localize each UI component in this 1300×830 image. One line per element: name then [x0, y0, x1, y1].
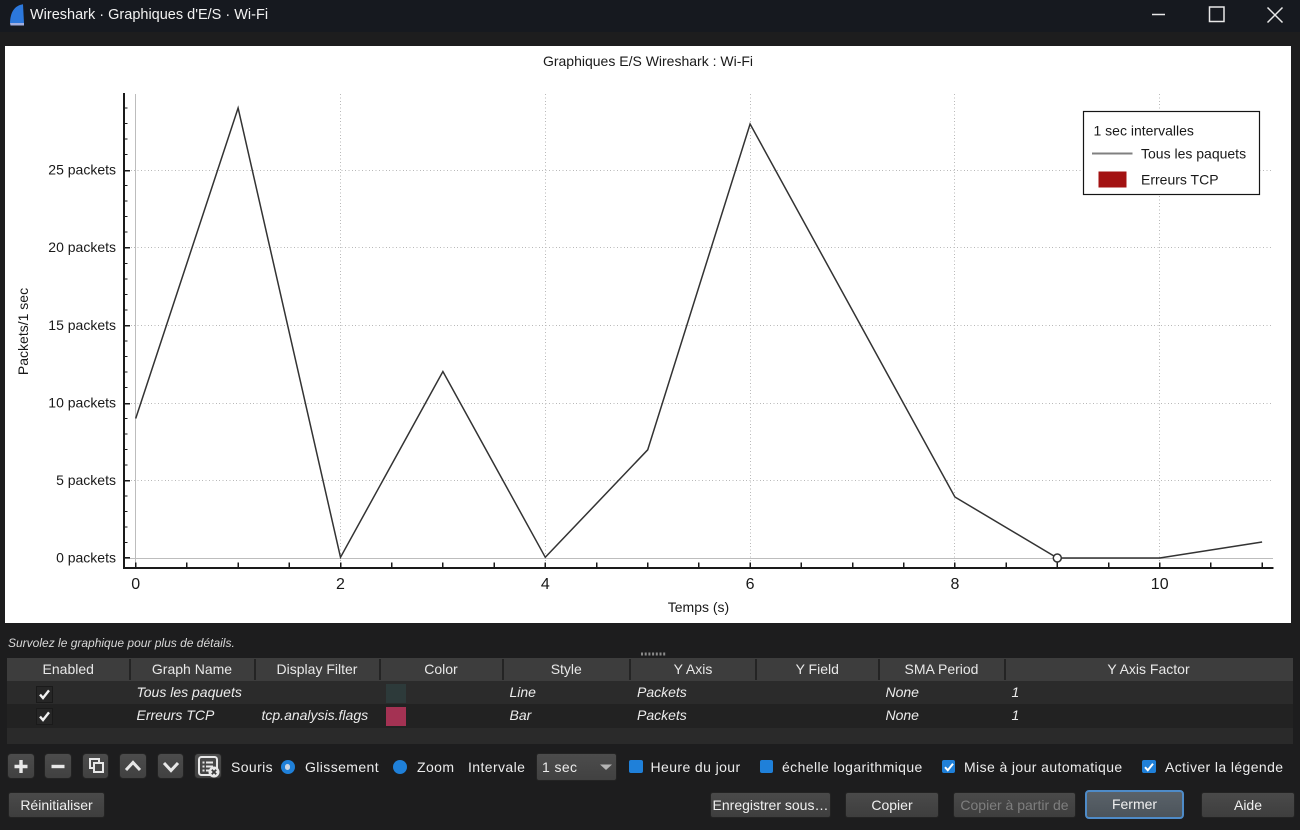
svg-text:Temps (s): Temps (s)	[668, 599, 729, 615]
svg-text:8: 8	[950, 576, 959, 593]
svg-text:10 packets: 10 packets	[48, 394, 116, 410]
svg-text:Graphiques E/S Wireshark : Wi-: Graphiques E/S Wireshark : Wi-Fi	[543, 53, 753, 69]
svg-text:15 packets: 15 packets	[48, 317, 116, 333]
svg-text:Packets/1 sec: Packets/1 sec	[15, 288, 31, 375]
svg-text:20 packets: 20 packets	[48, 239, 116, 255]
svg-text:2: 2	[336, 576, 345, 593]
svg-text:5 packets: 5 packets	[56, 472, 116, 488]
svg-text:0: 0	[131, 576, 140, 593]
svg-text:Tous les paquets: Tous les paquets	[1141, 146, 1246, 162]
svg-text:25 packets: 25 packets	[48, 162, 116, 178]
svg-text:Erreurs TCP: Erreurs TCP	[1141, 172, 1219, 188]
svg-text:6: 6	[746, 576, 755, 593]
svg-text:0 packets: 0 packets	[56, 550, 116, 566]
svg-text:10: 10	[1151, 576, 1169, 593]
svg-text:1 sec intervalles: 1 sec intervalles	[1094, 123, 1194, 139]
svg-text:4: 4	[541, 576, 550, 593]
